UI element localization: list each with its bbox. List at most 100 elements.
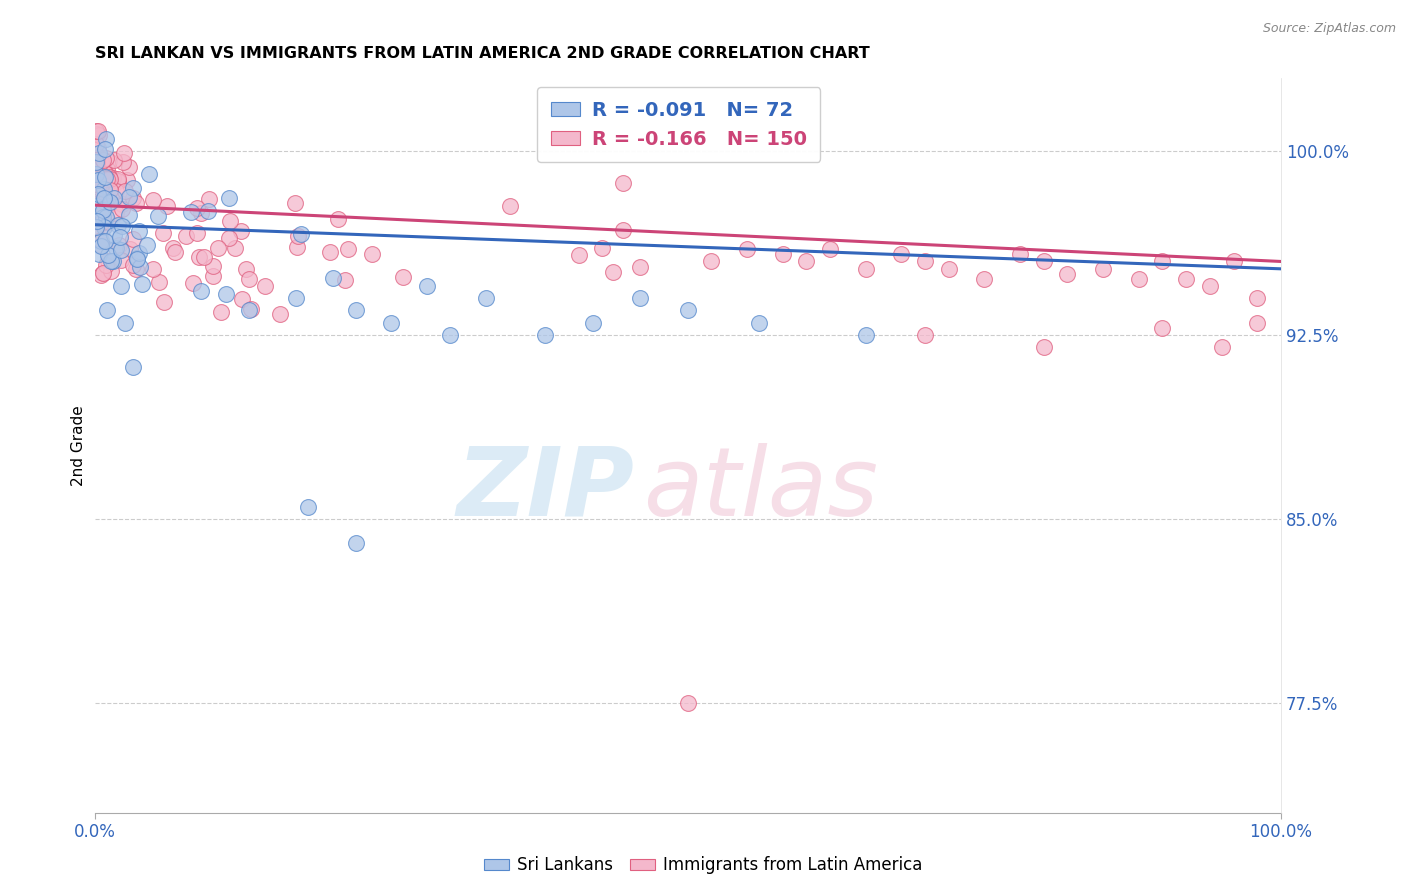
- Point: [1128, 271, 1150, 285]
- Point: [94, 169, 117, 184]
- Point: [97, 169, 120, 184]
- Point: [186, 201, 208, 215]
- Point: [91, 203, 114, 218]
- Point: [91, 267, 114, 281]
- Point: [84, 167, 107, 181]
- Point: [1032, 254, 1054, 268]
- Y-axis label: 2nd Grade: 2nd Grade: [72, 405, 86, 485]
- Point: [90, 155, 112, 169]
- Point: [142, 193, 165, 207]
- Point: [890, 247, 912, 261]
- Point: [290, 227, 312, 241]
- Point: [87, 178, 110, 192]
- Point: [100, 174, 122, 188]
- Point: [84, 199, 107, 213]
- Point: [93, 235, 115, 249]
- Point: [103, 191, 125, 205]
- Point: [89, 146, 111, 161]
- Point: [231, 224, 253, 238]
- Point: [156, 199, 179, 213]
- Point: [110, 253, 132, 268]
- Point: [333, 272, 356, 286]
- Point: [475, 291, 498, 305]
- Point: [129, 260, 152, 274]
- Point: [115, 172, 138, 186]
- Point: [84, 137, 107, 152]
- Point: [392, 270, 415, 285]
- Point: [253, 279, 276, 293]
- Point: [86, 170, 108, 185]
- Point: [84, 155, 107, 169]
- Point: [101, 171, 124, 186]
- Point: [499, 198, 522, 212]
- Point: [1222, 254, 1244, 268]
- Point: [612, 223, 634, 237]
- Legend: Sri Lankans, Immigrants from Latin America: Sri Lankans, Immigrants from Latin Ameri…: [478, 851, 928, 880]
- Point: [89, 224, 111, 238]
- Point: [86, 182, 108, 196]
- Point: [107, 218, 129, 232]
- Point: [855, 261, 877, 276]
- Point: [190, 284, 212, 298]
- Point: [87, 173, 110, 187]
- Point: [326, 211, 349, 226]
- Point: [94, 165, 117, 179]
- Text: SRI LANKAN VS IMMIGRANTS FROM LATIN AMERICA 2ND GRADE CORRELATION CHART: SRI LANKAN VS IMMIGRANTS FROM LATIN AMER…: [94, 46, 869, 62]
- Point: [118, 190, 141, 204]
- Point: [297, 500, 319, 514]
- Point: [938, 261, 960, 276]
- Point: [201, 259, 224, 273]
- Text: atlas: atlas: [643, 443, 877, 536]
- Point: [344, 303, 367, 318]
- Point: [93, 178, 115, 193]
- Point: [1056, 267, 1078, 281]
- Point: [439, 328, 461, 343]
- Point: [380, 316, 402, 330]
- Point: [110, 278, 132, 293]
- Point: [209, 305, 232, 319]
- Point: [84, 169, 107, 184]
- Point: [700, 254, 723, 268]
- Point: [148, 209, 170, 223]
- Point: [165, 245, 187, 260]
- Point: [90, 178, 112, 193]
- Point: [322, 271, 344, 285]
- Point: [86, 153, 108, 167]
- Point: [125, 196, 148, 211]
- Point: [86, 183, 108, 197]
- Point: [100, 254, 122, 268]
- Point: [120, 242, 142, 256]
- Point: [748, 316, 770, 330]
- Point: [176, 229, 198, 244]
- Point: [612, 176, 634, 190]
- Point: [97, 154, 120, 169]
- Point: [96, 258, 118, 272]
- Point: [284, 196, 307, 211]
- Point: [181, 277, 204, 291]
- Point: [772, 247, 794, 261]
- Point: [93, 182, 115, 196]
- Point: [84, 172, 107, 186]
- Point: [86, 154, 108, 169]
- Point: [118, 208, 141, 222]
- Point: [818, 242, 841, 256]
- Point: [111, 155, 134, 169]
- Point: [86, 213, 108, 227]
- Point: [87, 186, 110, 201]
- Point: [86, 127, 108, 141]
- Point: [628, 260, 651, 275]
- Point: [93, 153, 115, 167]
- Point: [94, 211, 117, 225]
- Point: [602, 264, 624, 278]
- Point: [98, 172, 121, 186]
- Point: [91, 210, 114, 224]
- Point: [285, 239, 308, 253]
- Point: [1246, 291, 1268, 305]
- Point: [114, 316, 136, 330]
- Point: [136, 237, 159, 252]
- Point: [94, 195, 117, 210]
- Point: [108, 229, 131, 244]
- Point: [128, 245, 150, 260]
- Point: [93, 191, 115, 205]
- Legend: R = -0.091   N= 72, R = -0.166   N= 150: R = -0.091 N= 72, R = -0.166 N= 150: [537, 87, 821, 162]
